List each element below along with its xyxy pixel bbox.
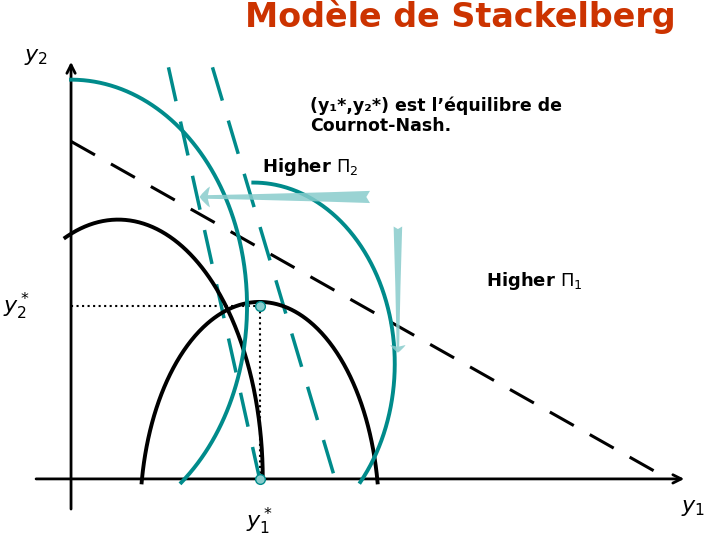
Text: (y₁*,y₂*) est l’équilibre de
Cournot-Nash.: (y₁*,y₂*) est l’équilibre de Cournot-Nas… xyxy=(310,96,562,136)
Text: Higher $\Pi_1$: Higher $\Pi_1$ xyxy=(486,271,582,292)
Text: Higher $\Pi_2$: Higher $\Pi_2$ xyxy=(261,157,359,178)
Text: $y_1$: $y_1$ xyxy=(681,498,705,518)
Text: Modèle de Stackelberg: Modèle de Stackelberg xyxy=(246,0,676,35)
Text: $y_2^*$: $y_2^*$ xyxy=(3,291,30,322)
Text: $y_2$: $y_2$ xyxy=(24,48,48,68)
Text: $y_1^*$: $y_1^*$ xyxy=(246,505,273,537)
